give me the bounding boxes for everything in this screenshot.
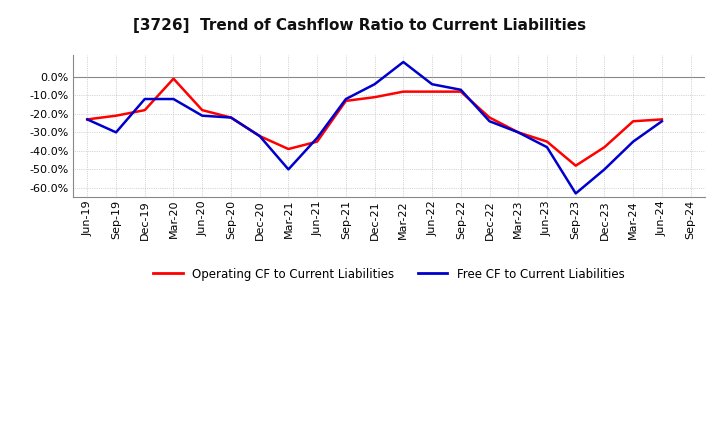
Free CF to Current Liabilities — [83, 117, 91, 122]
Line: Operating CF to Current Liabilities: Operating CF to Current Liabilities — [87, 79, 662, 166]
Free CF to Current Liabilities — [514, 130, 523, 135]
Operating CF to Current Liabilities — [485, 115, 494, 120]
Free CF to Current Liabilities — [256, 133, 264, 139]
Free CF to Current Liabilities — [312, 135, 321, 140]
Text: [3726]  Trend of Cashflow Ratio to Current Liabilities: [3726] Trend of Cashflow Ratio to Curren… — [133, 18, 587, 33]
Free CF to Current Liabilities — [112, 130, 120, 135]
Free CF to Current Liabilities — [572, 191, 580, 196]
Line: Free CF to Current Liabilities: Free CF to Current Liabilities — [87, 62, 662, 194]
Free CF to Current Liabilities — [227, 115, 235, 120]
Legend: Operating CF to Current Liabilities, Free CF to Current Liabilities: Operating CF to Current Liabilities, Fre… — [148, 263, 629, 286]
Operating CF to Current Liabilities — [227, 115, 235, 120]
Operating CF to Current Liabilities — [341, 98, 350, 103]
Free CF to Current Liabilities — [428, 81, 436, 87]
Free CF to Current Liabilities — [198, 113, 207, 118]
Free CF to Current Liabilities — [169, 96, 178, 102]
Free CF to Current Liabilities — [456, 87, 465, 92]
Operating CF to Current Liabilities — [312, 139, 321, 144]
Operating CF to Current Liabilities — [112, 113, 120, 118]
Operating CF to Current Liabilities — [629, 119, 637, 124]
Operating CF to Current Liabilities — [284, 147, 293, 152]
Operating CF to Current Liabilities — [83, 117, 91, 122]
Operating CF to Current Liabilities — [600, 144, 609, 150]
Operating CF to Current Liabilities — [370, 95, 379, 100]
Free CF to Current Liabilities — [284, 167, 293, 172]
Operating CF to Current Liabilities — [572, 163, 580, 169]
Free CF to Current Liabilities — [341, 96, 350, 102]
Free CF to Current Liabilities — [543, 144, 552, 150]
Operating CF to Current Liabilities — [169, 76, 178, 81]
Operating CF to Current Liabilities — [514, 130, 523, 135]
Free CF to Current Liabilities — [600, 167, 609, 172]
Operating CF to Current Liabilities — [399, 89, 408, 94]
Free CF to Current Liabilities — [629, 139, 637, 144]
Operating CF to Current Liabilities — [428, 89, 436, 94]
Free CF to Current Liabilities — [485, 119, 494, 124]
Operating CF to Current Liabilities — [543, 139, 552, 144]
Operating CF to Current Liabilities — [256, 133, 264, 139]
Operating CF to Current Liabilities — [657, 117, 666, 122]
Free CF to Current Liabilities — [399, 59, 408, 65]
Operating CF to Current Liabilities — [140, 107, 149, 113]
Free CF to Current Liabilities — [657, 119, 666, 124]
Free CF to Current Liabilities — [370, 81, 379, 87]
Operating CF to Current Liabilities — [198, 107, 207, 113]
Operating CF to Current Liabilities — [456, 89, 465, 94]
Free CF to Current Liabilities — [140, 96, 149, 102]
